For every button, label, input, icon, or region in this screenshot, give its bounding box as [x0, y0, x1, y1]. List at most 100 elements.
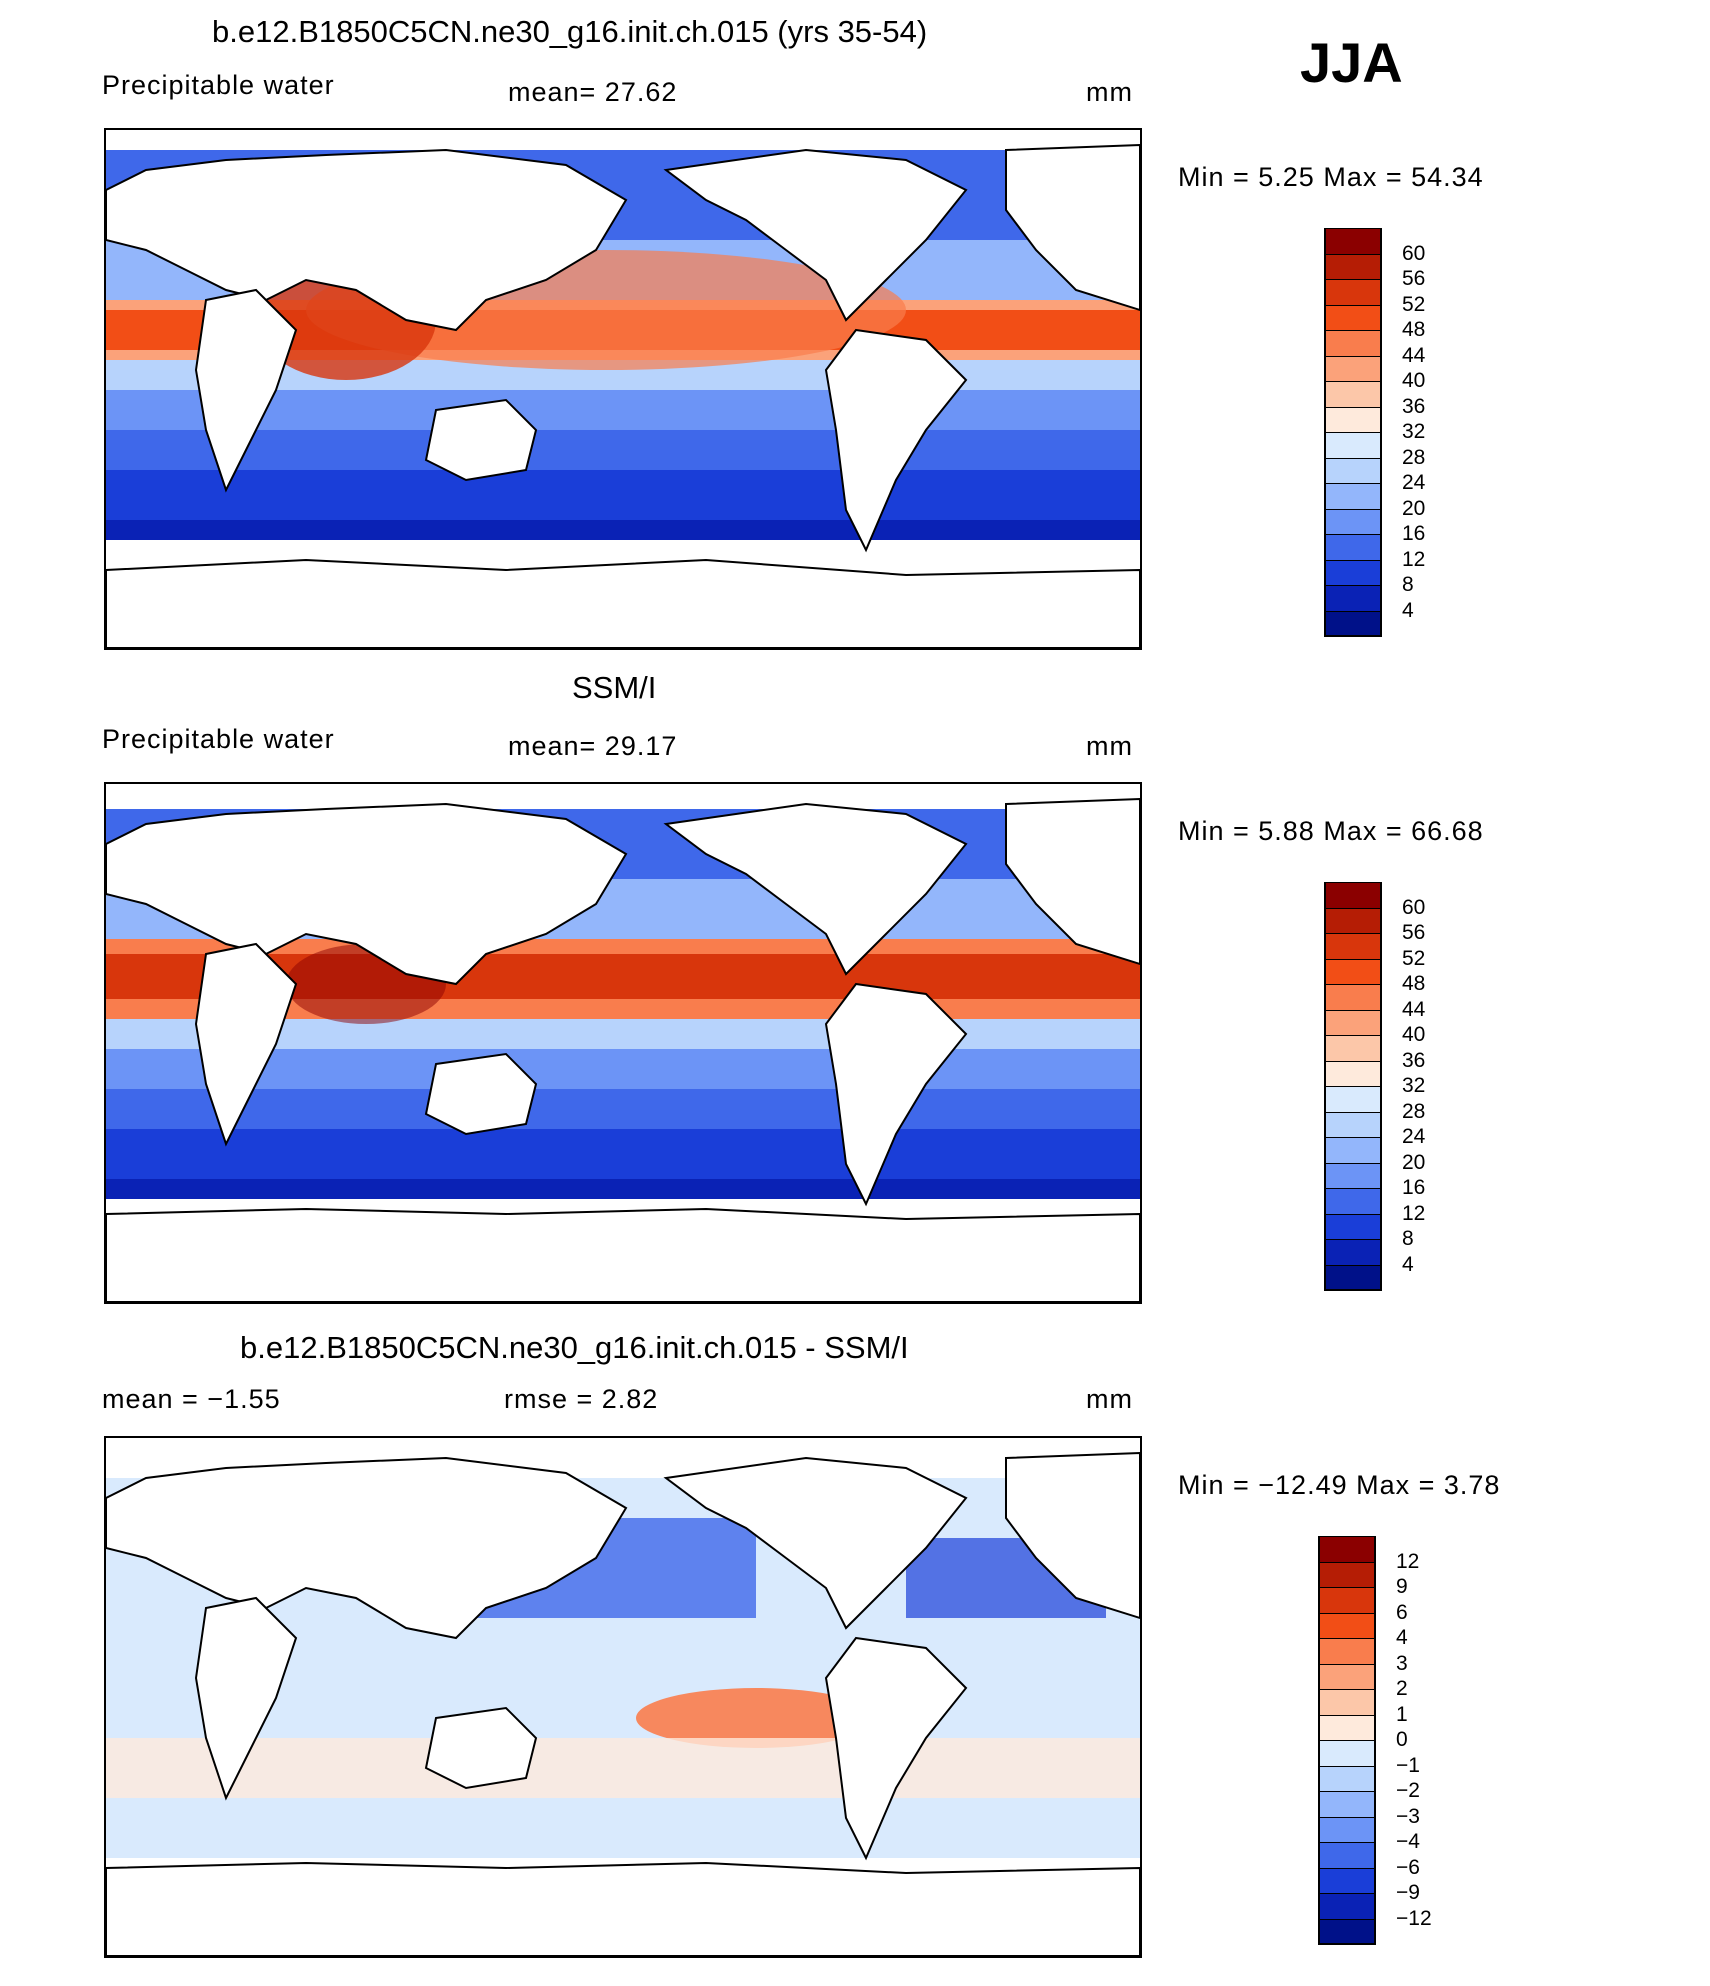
colorbar-label: 52 — [1402, 946, 1426, 970]
colorbar-swatch — [1324, 432, 1382, 459]
panel-2-map-svg — [106, 784, 1140, 1302]
colorbar-swatch — [1324, 984, 1382, 1011]
colorbar-swatch — [1318, 1842, 1376, 1869]
colorbar-label: 60 — [1402, 895, 1426, 919]
colorbar-label: −1 — [1396, 1753, 1420, 1777]
colorbar-label: −2 — [1396, 1779, 1420, 1802]
colorbar-swatch — [1324, 381, 1382, 408]
panel-3-title: b.e12.B1850C5CN.ne30_g16.init.ch.015 - S… — [240, 1330, 909, 1365]
colorbar-swatch — [1318, 1587, 1376, 1614]
colorbar-label: −9 — [1396, 1881, 1420, 1904]
colorbar-label: 40 — [1402, 1023, 1426, 1046]
colorbar-swatch — [1324, 253, 1382, 280]
colorbar-label: −12 — [1396, 1906, 1432, 1930]
colorbar-swatch — [1324, 1264, 1382, 1291]
panel-2-minmax: Min = 5.88 Max = 66.68 — [1178, 816, 1484, 846]
colorbar-label: 40 — [1402, 369, 1426, 392]
panel-1-title: b.e12.B1850C5CN.ne30_g16.init.ch.015 (yr… — [212, 14, 928, 49]
colorbar-label: 52 — [1402, 292, 1426, 316]
colorbar-swatch — [1318, 1867, 1376, 1894]
panel-2-title: SSM/I — [572, 670, 657, 705]
colorbar-swatch — [1324, 882, 1382, 909]
colorbar-swatch — [1324, 1060, 1382, 1087]
panel-1-continents — [106, 143, 1140, 648]
colorbar-swatch — [1324, 1162, 1382, 1189]
colorbar-label: 4 — [1396, 1626, 1408, 1649]
colorbar-label: −3 — [1396, 1804, 1420, 1828]
colorbar-swatch — [1318, 1612, 1376, 1639]
colorbar-label: 36 — [1402, 394, 1426, 418]
colorbar-label: 48 — [1402, 318, 1426, 341]
colorbar-swatch — [1318, 1561, 1376, 1588]
panel-1-units: mm — [1086, 77, 1133, 107]
panel-1-map — [104, 128, 1142, 650]
colorbar-swatch — [1318, 1765, 1376, 1792]
colorbar-swatch — [1318, 1689, 1376, 1716]
colorbar-swatch — [1318, 1638, 1376, 1665]
panel-3-rmse: rmse = 2.82 — [504, 1384, 659, 1414]
colorbar-swatch — [1318, 1536, 1376, 1563]
colorbar-label: 32 — [1402, 420, 1426, 443]
colorbar-swatch — [1324, 1086, 1382, 1113]
colorbar-swatch — [1324, 1239, 1382, 1266]
colorbar-swatch — [1324, 958, 1382, 985]
colorbar-label: 0 — [1396, 1728, 1408, 1751]
colorbar-swatch — [1324, 1009, 1382, 1036]
colorbar-label: −4 — [1396, 1830, 1420, 1853]
colorbar-label: −6 — [1396, 1855, 1420, 1879]
colorbar-swatch — [1324, 610, 1382, 637]
panel-3-minmax: Min = −12.49 Max = 3.78 — [1178, 1470, 1501, 1500]
colorbar-label: 20 — [1402, 496, 1426, 520]
panel-2-units: mm — [1086, 731, 1133, 761]
colorbar-label: 12 — [1402, 1201, 1426, 1225]
colorbar-label: 12 — [1396, 1549, 1420, 1573]
colorbar-swatch — [1324, 1111, 1382, 1138]
panel-1-variable-label: Precipitable water — [102, 70, 335, 100]
colorbar-label: 44 — [1402, 997, 1426, 1021]
colorbar-label: 60 — [1402, 241, 1426, 265]
colorbar-swatch — [1318, 1740, 1376, 1767]
colorbar-label: 24 — [1402, 471, 1426, 494]
colorbar-swatch — [1318, 1918, 1376, 1945]
colorbar-swatch — [1324, 330, 1382, 357]
colorbar-label: 24 — [1402, 1125, 1426, 1148]
colorbar-swatch — [1324, 1035, 1382, 1062]
colorbar-swatch — [1324, 1213, 1382, 1240]
colorbar-label: 8 — [1402, 573, 1414, 596]
colorbar-label: 56 — [1402, 921, 1426, 944]
colorbar-label: 36 — [1402, 1048, 1426, 1072]
colorbar-swatch — [1324, 304, 1382, 331]
panel-2-variable-label: Precipitable water — [102, 724, 335, 754]
panel-1-mean: mean= 27.62 — [508, 77, 678, 107]
panel-3-map-svg — [106, 1438, 1140, 1956]
colorbar-label: 44 — [1402, 343, 1426, 367]
colorbar-label: 6 — [1396, 1600, 1408, 1624]
colorbar-label: 8 — [1402, 1227, 1414, 1250]
colorbar-swatch — [1324, 457, 1382, 484]
colorbar-swatch — [1324, 585, 1382, 612]
colorbar-label: 28 — [1402, 445, 1426, 469]
colorbar-swatch — [1324, 1188, 1382, 1215]
colorbar-label: 16 — [1402, 522, 1426, 545]
colorbar-label: 1 — [1396, 1702, 1408, 1726]
panel-1-colorbar: 60 56 52 48 44 40 36 32 28 24 20 16 12 8 4 — [1324, 228, 1524, 638]
colorbar-swatch — [1324, 534, 1382, 561]
colorbar-label: 3 — [1396, 1651, 1408, 1675]
colorbar-label: 2 — [1396, 1677, 1408, 1700]
season-label: JJA — [1300, 31, 1403, 94]
panel-2-mean: mean= 29.17 — [508, 731, 678, 761]
panel-2-map — [104, 782, 1142, 1304]
colorbar-swatch — [1324, 907, 1382, 934]
colorbar-swatch — [1324, 355, 1382, 382]
panel-3-mean: mean = −1.55 — [102, 1384, 281, 1414]
colorbar-label: 12 — [1402, 547, 1426, 571]
colorbar-swatch — [1324, 279, 1382, 306]
colorbar-label: 16 — [1402, 1176, 1426, 1199]
colorbar-label: 4 — [1402, 598, 1414, 622]
colorbar-swatch — [1318, 1663, 1376, 1690]
panel-2-continents — [106, 797, 1140, 1302]
colorbar-swatch — [1318, 1791, 1376, 1818]
panel-3-continents — [106, 1451, 1140, 1956]
panel-1-map-svg — [106, 130, 1140, 648]
panel-3-map — [104, 1436, 1142, 1958]
